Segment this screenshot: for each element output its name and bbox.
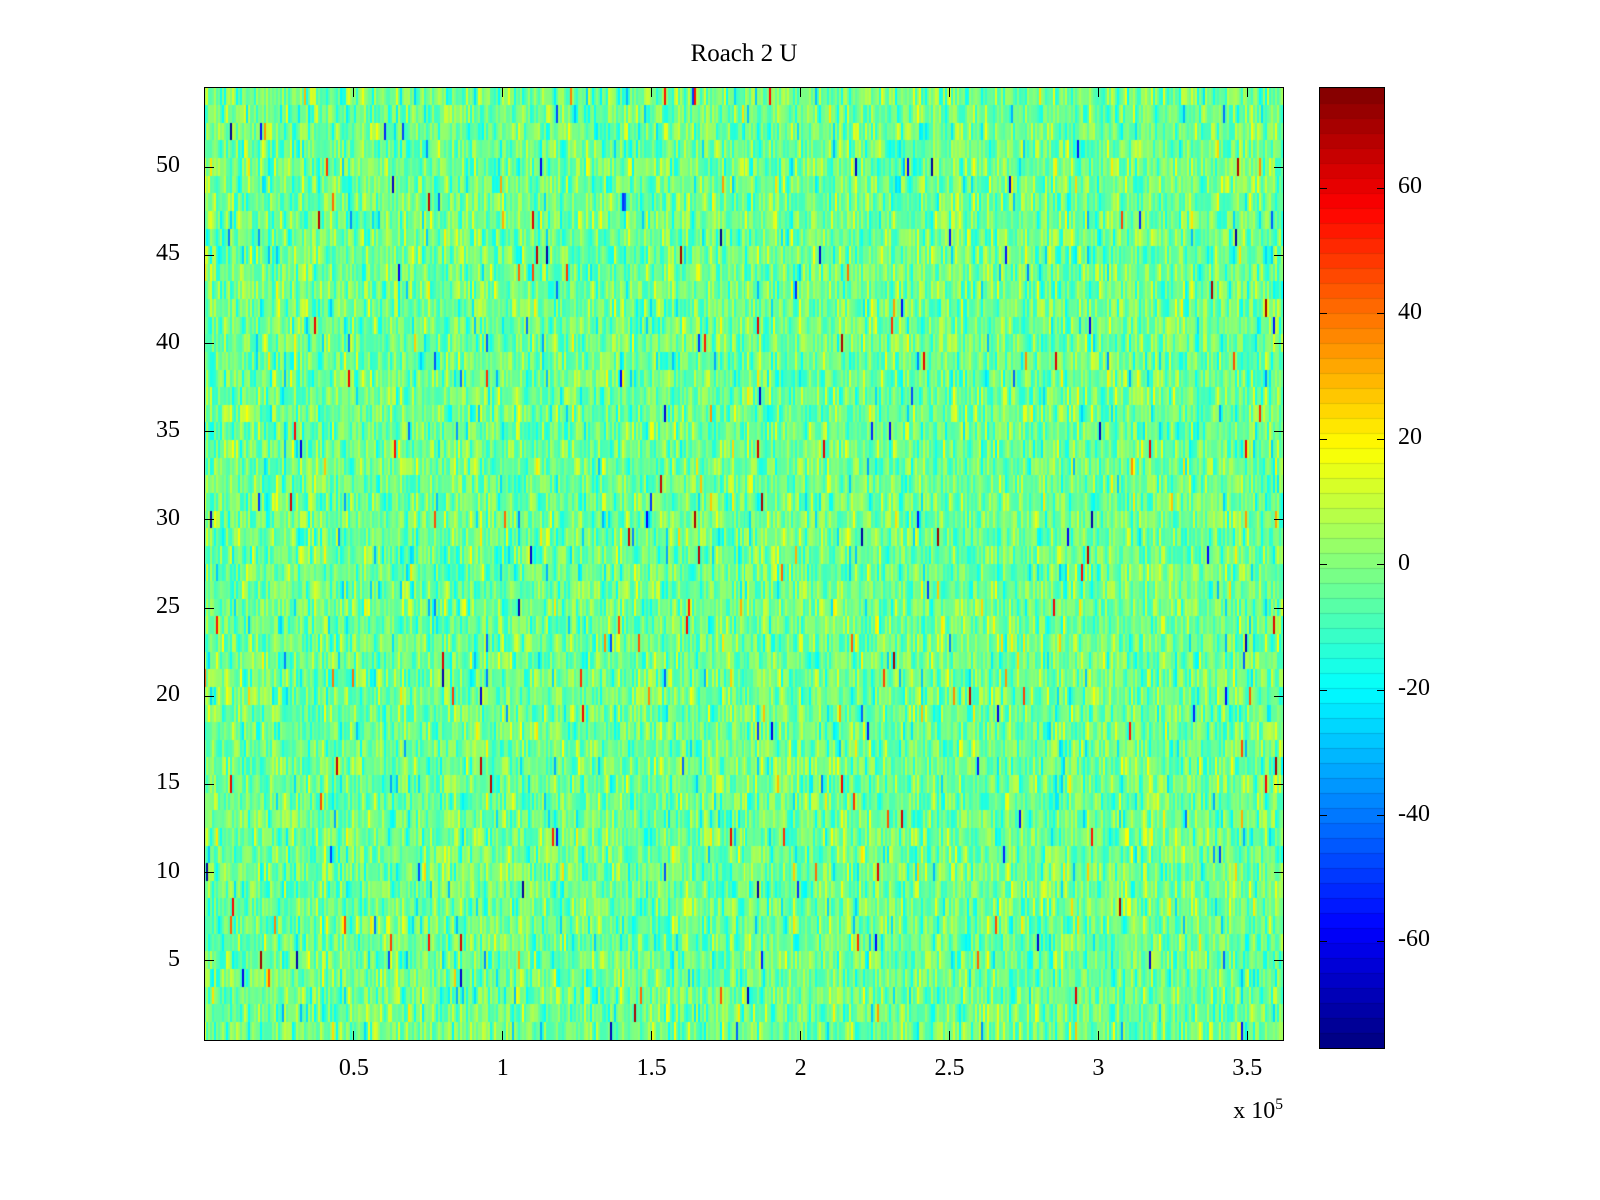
y-tick-label: 40: [156, 328, 180, 355]
colorbar-tick-mark-left: [1320, 940, 1327, 942]
y-tick-mark-right: [1274, 607, 1283, 609]
x-tick-label: 2.5: [934, 1055, 965, 1081]
y-tick-mark-right: [1274, 783, 1283, 785]
x-axis-exponent-label: x 105: [1133, 1096, 1283, 1125]
x-tick-mark-top: [1097, 88, 1099, 97]
y-tick-label: 10: [156, 857, 180, 884]
plot-area: [204, 87, 1284, 1041]
colorbar-tick-label: -60: [1398, 926, 1430, 953]
y-tick-mark: [205, 343, 214, 345]
x-tick-mark: [502, 1031, 504, 1040]
colorbar-tick-labels: 60 40 20 0 -20 -40 -60: [1398, 88, 1488, 1048]
y-tick-mark-right: [1274, 695, 1283, 697]
y-tick-mark: [205, 872, 214, 874]
colorbar: [1319, 87, 1385, 1049]
heatmap-canvas: [205, 88, 1283, 1040]
colorbar-tick-mark-right: [1377, 187, 1384, 189]
colorbar-tick-mark-right: [1377, 438, 1384, 440]
y-tick-mark: [205, 960, 214, 962]
x-tick-mark-top: [1246, 88, 1248, 97]
y-tick-mark: [205, 695, 214, 697]
colorbar-tick-mark-right: [1377, 313, 1384, 315]
y-tick-mark-right: [1274, 960, 1283, 962]
x-tick-mark-top: [800, 88, 802, 97]
y-tick-mark: [205, 254, 214, 256]
colorbar-tick-label: 0: [1398, 549, 1410, 576]
y-tick-label: 30: [156, 504, 180, 531]
colorbar-tick-mark-left: [1320, 187, 1327, 189]
colorbar-tick-mark-right: [1377, 689, 1384, 691]
x-tick-label: 3: [1092, 1055, 1105, 1081]
colorbar-tick-label: 60: [1398, 173, 1422, 200]
x-tick-mark: [353, 1031, 355, 1040]
colorbar-tick-mark-left: [1320, 313, 1327, 315]
colorbar-tick-mark-right: [1377, 564, 1384, 566]
colorbar-tick-label: -20: [1398, 675, 1430, 702]
exponent-power: 5: [1275, 1096, 1283, 1113]
colorbar-tick-mark-left: [1320, 689, 1327, 691]
y-tick-mark: [205, 519, 214, 521]
chart-title: Roach 2 U: [690, 40, 798, 67]
x-tick-mark-top: [948, 88, 950, 97]
x-tick-label: 2: [794, 1055, 807, 1081]
x-tick-mark-top: [502, 88, 504, 97]
x-tick-label: 1: [496, 1055, 509, 1081]
colorbar-tick-label: -40: [1398, 800, 1430, 827]
colorbar-tick-mark-right: [1377, 940, 1384, 942]
x-tick-mark: [1097, 1031, 1099, 1040]
y-tick-label: 5: [168, 945, 180, 972]
x-axis-tick-labels: 0.5 1 1.5 2 2.5 3 3.5: [205, 1051, 1283, 1085]
colorbar-tick-mark-left: [1320, 564, 1327, 566]
colorbar-tick-mark-right: [1377, 815, 1384, 817]
x-tick-mark: [800, 1031, 802, 1040]
colorbar-tick-mark-left: [1320, 438, 1327, 440]
y-tick-label: 50: [156, 152, 180, 179]
colorbar-tick-mark-left: [1320, 815, 1327, 817]
x-tick-mark: [1246, 1031, 1248, 1040]
y-tick-mark: [205, 783, 214, 785]
y-tick-mark-right: [1274, 872, 1283, 874]
y-tick-mark: [205, 166, 214, 168]
y-tick-mark-right: [1274, 166, 1283, 168]
y-tick-label: 35: [156, 416, 180, 443]
y-tick-mark-right: [1274, 519, 1283, 521]
colorbar-tick-label: 40: [1398, 298, 1422, 325]
exponent-base: x 10: [1233, 1098, 1276, 1124]
y-tick-mark: [205, 431, 214, 433]
x-tick-label: 0.5: [338, 1055, 369, 1081]
y-axis-tick-labels: 5 10 15 20 25 30 35 40 45 50: [100, 88, 192, 1040]
y-tick-mark-right: [1274, 343, 1283, 345]
x-tick-label: 1.5: [636, 1055, 667, 1081]
y-tick-label: 15: [156, 769, 180, 796]
x-tick-label: 3.5: [1232, 1055, 1263, 1081]
x-tick-mark-top: [353, 88, 355, 97]
y-tick-label: 20: [156, 681, 180, 708]
x-tick-mark-top: [651, 88, 653, 97]
colorbar-tick-label: 20: [1398, 424, 1422, 451]
colorbar-canvas: [1320, 88, 1384, 1048]
y-tick-mark-right: [1274, 254, 1283, 256]
y-tick-label: 45: [156, 240, 180, 267]
x-tick-mark: [651, 1031, 653, 1040]
x-tick-mark: [948, 1031, 950, 1040]
y-tick-label: 25: [156, 593, 180, 620]
y-tick-mark-right: [1274, 431, 1283, 433]
y-tick-mark: [205, 607, 214, 609]
